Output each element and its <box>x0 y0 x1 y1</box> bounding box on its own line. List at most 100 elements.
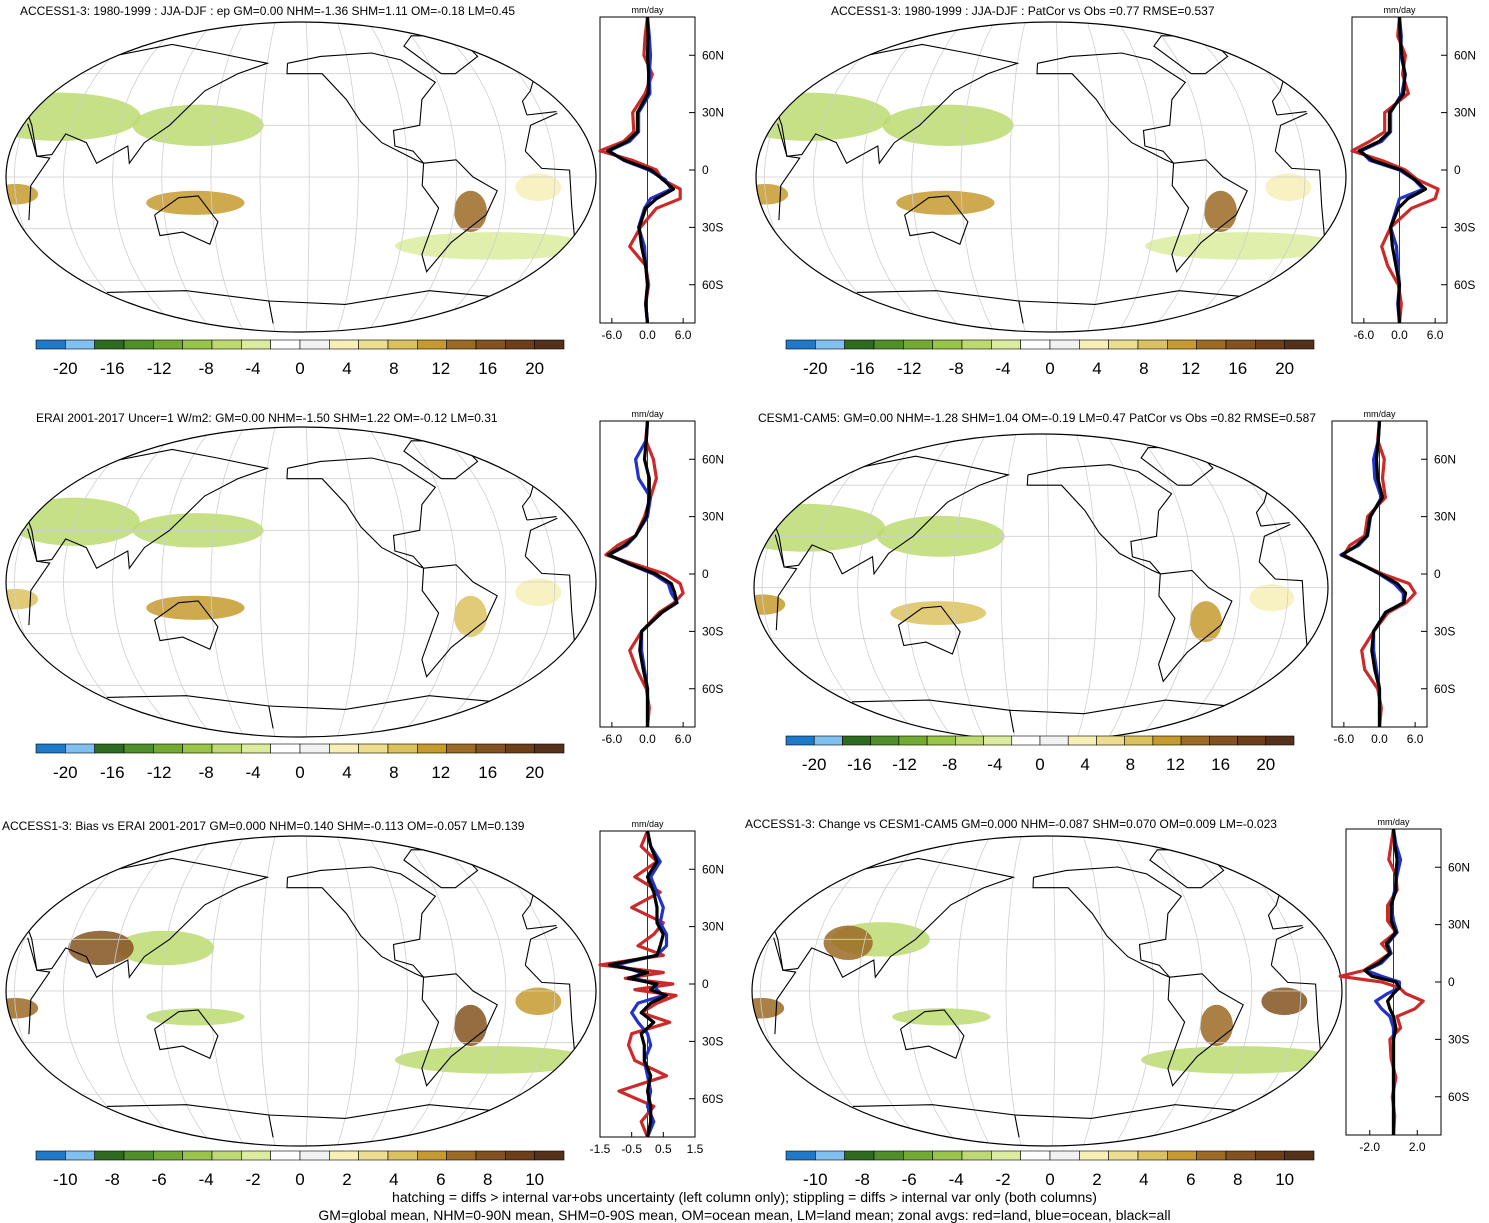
colorbar-tick-label: 10 <box>1275 1170 1294 1189</box>
colorbar-tick-label: 0 <box>1045 359 1054 378</box>
zonal-xtick-label: -2.0 <box>1359 1140 1380 1154</box>
zonal-ytick-label: 60S <box>702 1092 723 1106</box>
graticule-meridian <box>62 836 151 1146</box>
zonal-mean-plot: mm/day 60N 30N 0 30S 60S -6.0 0.0 6.0 <box>1350 5 1476 342</box>
zonal-ytick-label: 60N <box>1454 48 1476 62</box>
anomaly-blob <box>454 1004 487 1047</box>
zonal-mean-plot: mm/day 60N 30N 0 30S 60S -6.0 0.0 6.0 <box>1331 409 1456 746</box>
colorbar-swatch <box>1225 1150 1256 1161</box>
coastline-africa <box>1274 112 1308 152</box>
colorbar-swatch <box>35 1150 66 1161</box>
colorbar-swatch <box>1237 735 1267 746</box>
graticule-meridian <box>1136 434 1193 741</box>
graticule-meridian <box>1197 434 1289 741</box>
colorbar-tick-label: -12 <box>892 755 917 774</box>
colorbar-tick-label: -10 <box>803 1170 828 1189</box>
graticule-meridian <box>336 427 359 737</box>
colorbar-tick-label: 4 <box>389 1170 398 1189</box>
coastline-africa <box>1270 926 1304 966</box>
coastline-antarctica <box>268 1104 504 1119</box>
colorbar-tick-label: 0 <box>295 763 304 782</box>
graticule-meridian <box>259 22 276 332</box>
zonal-xtick-label: -6.0 <box>1354 328 1375 342</box>
colorbar-swatch <box>387 339 418 350</box>
colorbar-tick-label: -16 <box>847 755 872 774</box>
coastline-africa <box>1258 523 1291 563</box>
colorbar-tick-label: -6 <box>152 1170 167 1189</box>
zonal-xtick-label: 0.0 <box>639 328 656 342</box>
colorbar-tick-label: 12 <box>1166 755 1185 774</box>
zonal-xtick-label: 0.0 <box>1391 328 1408 342</box>
graticule-meridian <box>210 836 245 1146</box>
map-plot <box>5 426 597 738</box>
colorbar-tick-label: -4 <box>246 359 261 378</box>
colorbar-swatch <box>123 339 154 350</box>
coastline-australia <box>154 195 219 245</box>
colorbar-tick-label: -16 <box>100 359 125 378</box>
colorbar-tick-label: -2 <box>246 1170 261 1189</box>
colorbar-swatch <box>1011 735 1041 746</box>
colorbar-swatch <box>1079 339 1109 350</box>
graticule-meridian <box>461 22 556 332</box>
graticule-meridian <box>62 22 151 332</box>
colorbar-swatch <box>1049 1150 1080 1161</box>
graticule-meridian <box>1009 22 1026 332</box>
colorbar-swatch <box>844 1150 875 1161</box>
anomaly-blob <box>1204 190 1237 233</box>
colorbar-swatch <box>534 1150 565 1161</box>
graticule-meridian <box>461 836 556 1146</box>
colorbar-swatch <box>123 743 154 754</box>
graticule-meridian <box>1075 434 1098 741</box>
coastline-africa <box>1270 964 1322 1052</box>
graticule-meridian <box>461 427 556 737</box>
zonal-mean-plot: mm/day 60N 30N 0 30S 60S -6.0 0.0 6.0 <box>599 409 724 746</box>
colorbar-tick-label: 8 <box>1126 755 1135 774</box>
coastline-namerica <box>286 866 437 978</box>
colorbar-swatch <box>1196 339 1227 350</box>
coastline-eurasia <box>1260 522 1290 527</box>
footnote-line-1: hatching = diffs > internal var+obs unce… <box>392 1189 1097 1205</box>
coastline-antarctica <box>268 695 504 710</box>
coastline-africa <box>524 112 558 152</box>
graticule-meridian <box>430 427 507 737</box>
coastline-africa <box>27 528 51 626</box>
colorbar-swatch <box>961 339 992 350</box>
coastline-eurasia <box>25 857 270 979</box>
zonal-ytick-label: 30S <box>702 220 723 234</box>
coastline-antarctica <box>1009 699 1239 715</box>
colorbar-tick-label: -6 <box>902 1170 917 1189</box>
colorbar-tick-label: 20 <box>525 763 544 782</box>
coastline-africa <box>774 534 798 631</box>
graticule-meridian <box>1166 434 1241 741</box>
map-plot <box>753 433 1329 742</box>
coastline-africa <box>524 517 558 557</box>
panel-title: CESM1-CAM5: GM=0.00 NHM=-1.28 SHM=1.04 O… <box>758 411 1316 425</box>
colorbar-swatch <box>983 735 1013 746</box>
anomaly-blob <box>892 1008 991 1026</box>
colorbar-tick-label: -12 <box>147 359 172 378</box>
graticule-meridian <box>399 22 458 332</box>
graticule-meridian <box>1106 434 1146 741</box>
colorbar-swatch <box>94 339 125 350</box>
colorbar-swatch <box>153 743 183 754</box>
colorbar-tick-label: -4 <box>987 755 1002 774</box>
colorbar-swatch <box>65 1150 95 1161</box>
colorbar-swatch <box>534 743 565 754</box>
colorbar-swatch <box>1039 735 1069 746</box>
anomaly-blob <box>1265 173 1312 202</box>
colorbar-swatch <box>1137 1150 1168 1161</box>
graticule-meridian <box>112 427 183 737</box>
colorbar-swatch <box>329 339 359 350</box>
anomaly-blob <box>454 190 487 233</box>
colorbar-tick-label: -8 <box>949 359 964 378</box>
colorbar-swatch <box>815 1150 845 1161</box>
colorbar-swatch <box>182 1150 213 1161</box>
coastline-namerica <box>286 457 437 569</box>
coastline-eurasia <box>1272 925 1303 930</box>
coastline-eurasia <box>772 455 1011 576</box>
colorbar-swatch <box>1020 339 1051 350</box>
colorbar-tick-label: 6 <box>436 1170 445 1189</box>
zonal-unit-label: mm/day <box>1363 409 1396 419</box>
zonal-all-line <box>606 420 679 727</box>
coastline-africa <box>524 964 576 1052</box>
